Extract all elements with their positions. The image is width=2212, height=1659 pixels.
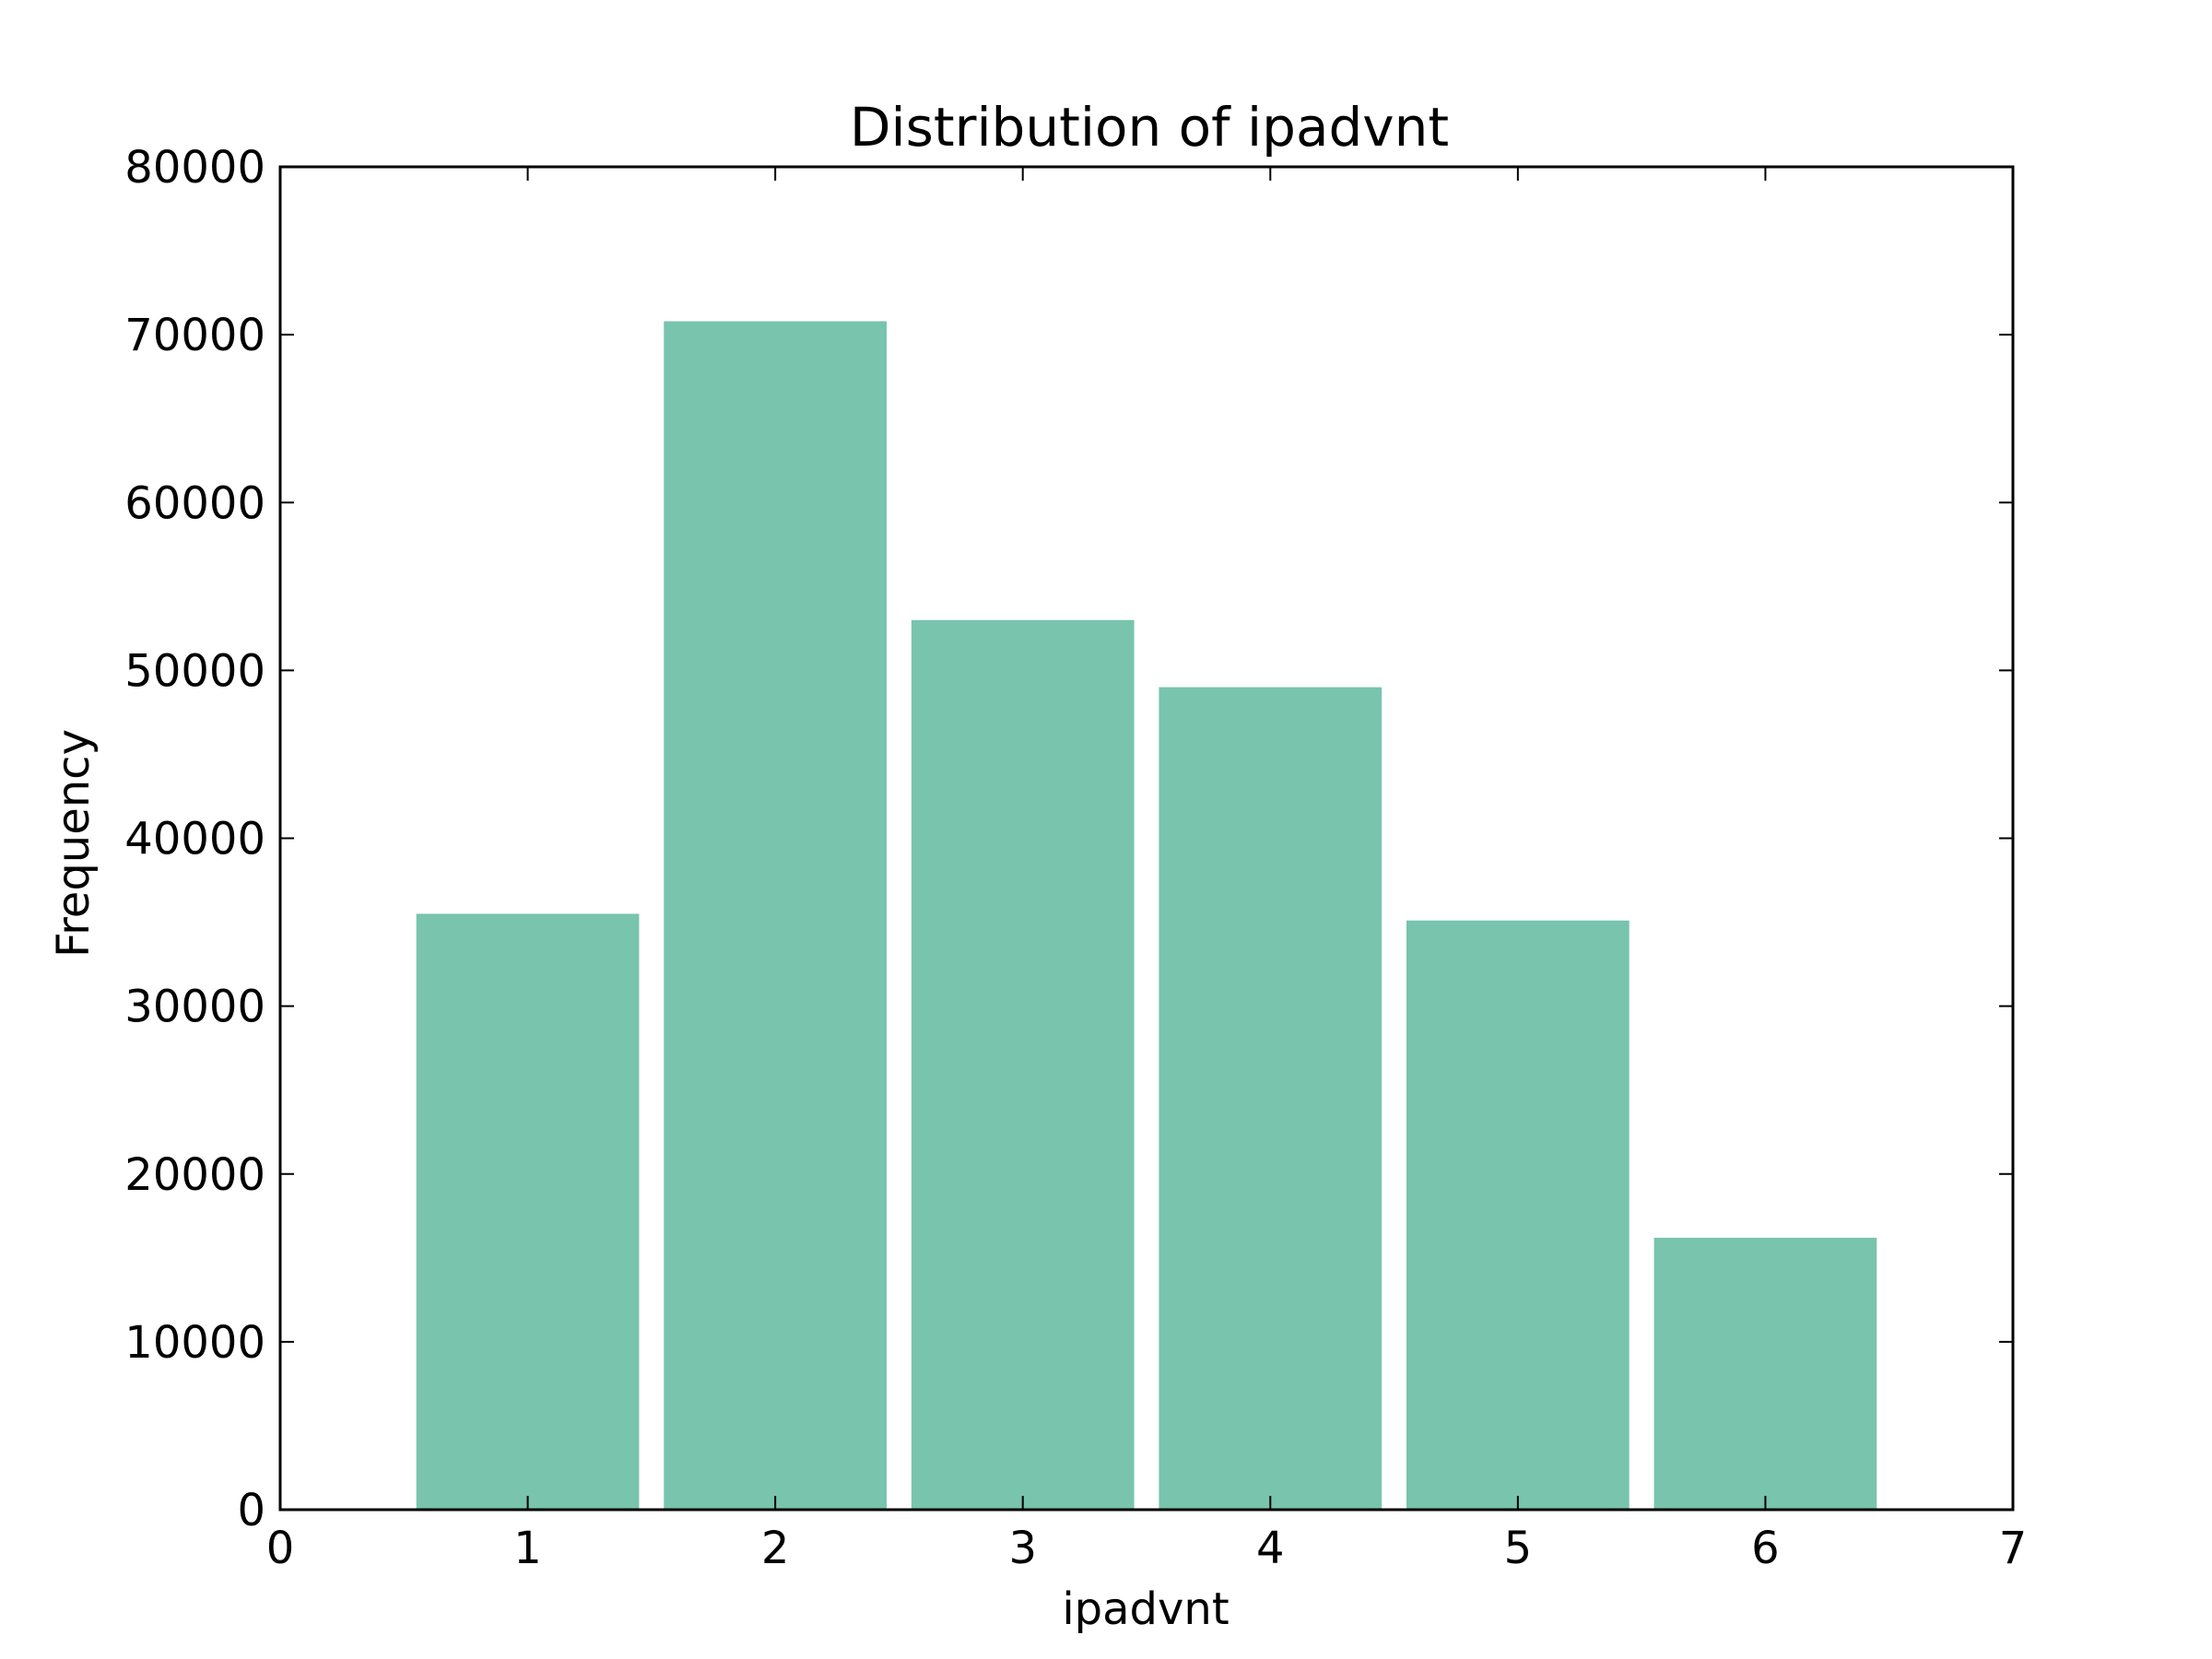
bar-1: [416, 913, 640, 1510]
bar-3: [911, 619, 1135, 1510]
y-tick-label-10000: 10000: [124, 1317, 265, 1369]
x-tick-label-3: 3: [1008, 1523, 1037, 1574]
x-tick-label-5: 5: [1504, 1523, 1533, 1574]
chart-title: Distribution of ipadvnt: [850, 96, 1449, 159]
x-tick-label-0: 0: [266, 1523, 295, 1574]
y-tick-label-80000: 80000: [124, 142, 265, 194]
ticks-group: 0 1 2 3 4 5 6 7 0 10000 20000 30000 40000 50000 60000 7…: [124, 142, 2027, 1574]
bar-6: [1653, 1237, 1877, 1510]
y-tick-label-60000: 60000: [124, 477, 265, 529]
bar-5: [1406, 920, 1630, 1510]
bar-2: [664, 321, 887, 1511]
x-tick-label-6: 6: [1751, 1523, 1780, 1574]
x-tick-label-4: 4: [1256, 1523, 1285, 1574]
bar-4: [1159, 687, 1382, 1510]
x-tick-label-2: 2: [761, 1523, 790, 1574]
plot-frame: [278, 165, 2015, 1512]
y-tick-label-50000: 50000: [124, 645, 265, 697]
x-tick-label-7: 7: [1999, 1523, 2028, 1574]
y-tick-label-30000: 30000: [124, 982, 265, 1033]
x-axis-label: ipadvnt: [1062, 1583, 1229, 1635]
y-tick-label-70000: 70000: [124, 310, 265, 361]
y-tick-label-20000: 20000: [124, 1149, 265, 1201]
bars-group: [416, 321, 1877, 1511]
y-tick-label-0: 0: [237, 1485, 265, 1536]
y-tick-label-40000: 40000: [124, 814, 265, 865]
x-tick-label-1: 1: [513, 1523, 542, 1574]
y-axis-label: Frequency: [48, 729, 100, 958]
